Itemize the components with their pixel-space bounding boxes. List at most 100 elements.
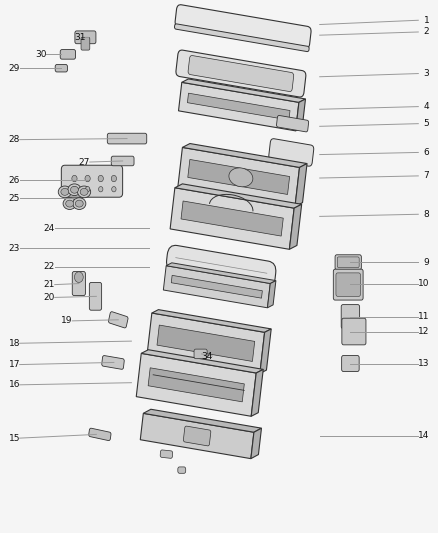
Ellipse shape [61,189,69,195]
Polygon shape [152,310,271,332]
FancyBboxPatch shape [89,428,111,441]
Text: 9: 9 [424,258,429,266]
FancyBboxPatch shape [337,257,359,268]
FancyBboxPatch shape [194,349,207,359]
Text: 23: 23 [9,244,20,253]
Polygon shape [143,409,261,432]
Ellipse shape [73,198,86,209]
Polygon shape [182,143,307,167]
FancyBboxPatch shape [111,156,134,166]
FancyBboxPatch shape [176,50,306,97]
Text: 3: 3 [424,69,429,78]
Text: 24: 24 [44,224,55,232]
Polygon shape [175,184,302,208]
Ellipse shape [78,186,91,198]
FancyBboxPatch shape [342,356,359,372]
Text: 29: 29 [9,64,20,72]
Circle shape [112,187,116,192]
FancyBboxPatch shape [166,245,276,288]
Text: 25: 25 [9,194,20,203]
Text: 16: 16 [9,381,20,389]
Circle shape [74,272,83,282]
FancyBboxPatch shape [175,5,311,49]
Text: 20: 20 [44,293,55,302]
Polygon shape [141,350,263,373]
Circle shape [72,175,77,182]
FancyBboxPatch shape [81,37,90,50]
Ellipse shape [63,198,76,209]
Text: 11: 11 [418,312,429,321]
FancyBboxPatch shape [75,31,96,44]
Text: 34: 34 [201,352,213,360]
Polygon shape [179,82,299,131]
Polygon shape [157,325,255,361]
Text: 27: 27 [79,158,90,166]
Polygon shape [163,266,270,308]
FancyBboxPatch shape [178,467,186,473]
FancyBboxPatch shape [60,50,76,59]
Polygon shape [251,369,263,416]
Polygon shape [148,368,244,402]
Polygon shape [182,79,305,102]
FancyBboxPatch shape [341,305,360,328]
FancyBboxPatch shape [102,356,124,369]
FancyBboxPatch shape [107,133,147,144]
Text: 26: 26 [9,176,20,184]
Ellipse shape [58,186,71,198]
FancyBboxPatch shape [160,450,173,458]
Ellipse shape [229,168,253,187]
FancyBboxPatch shape [109,312,128,328]
Text: 21: 21 [44,280,55,289]
Text: 5: 5 [424,119,429,128]
Polygon shape [171,276,262,298]
Polygon shape [260,329,271,374]
Polygon shape [296,99,305,131]
Polygon shape [178,148,300,206]
Text: 10: 10 [418,279,429,288]
Text: 1: 1 [424,16,429,25]
Polygon shape [181,201,283,236]
Ellipse shape [75,200,83,207]
Text: 17: 17 [9,360,20,369]
FancyBboxPatch shape [335,255,361,270]
Polygon shape [188,159,290,195]
Circle shape [111,175,117,182]
Ellipse shape [80,189,88,195]
Circle shape [99,187,103,192]
Circle shape [85,175,90,182]
FancyBboxPatch shape [89,282,102,310]
FancyBboxPatch shape [269,139,314,166]
Text: 2: 2 [424,28,429,36]
Polygon shape [170,188,294,249]
Polygon shape [136,353,256,416]
Text: 6: 6 [424,148,429,157]
FancyBboxPatch shape [61,165,123,197]
Ellipse shape [71,187,78,193]
Text: 18: 18 [9,339,20,348]
Polygon shape [187,93,290,120]
FancyBboxPatch shape [342,318,366,345]
FancyBboxPatch shape [336,273,360,296]
Text: 31: 31 [74,33,86,42]
FancyBboxPatch shape [333,269,363,300]
Text: 28: 28 [9,135,20,144]
Text: 12: 12 [418,327,429,336]
Polygon shape [166,263,276,284]
Polygon shape [251,428,261,459]
Circle shape [85,187,90,192]
Text: 22: 22 [44,262,55,271]
FancyBboxPatch shape [188,55,294,92]
Text: 15: 15 [9,434,20,442]
Text: 19: 19 [61,317,73,325]
Ellipse shape [68,184,81,196]
Text: 13: 13 [418,359,429,368]
Polygon shape [147,313,265,374]
Ellipse shape [66,200,74,207]
Polygon shape [268,280,276,308]
FancyBboxPatch shape [174,24,309,52]
Text: 8: 8 [424,210,429,219]
Circle shape [72,187,77,192]
FancyBboxPatch shape [72,271,85,295]
Polygon shape [290,204,302,249]
Circle shape [98,175,103,182]
